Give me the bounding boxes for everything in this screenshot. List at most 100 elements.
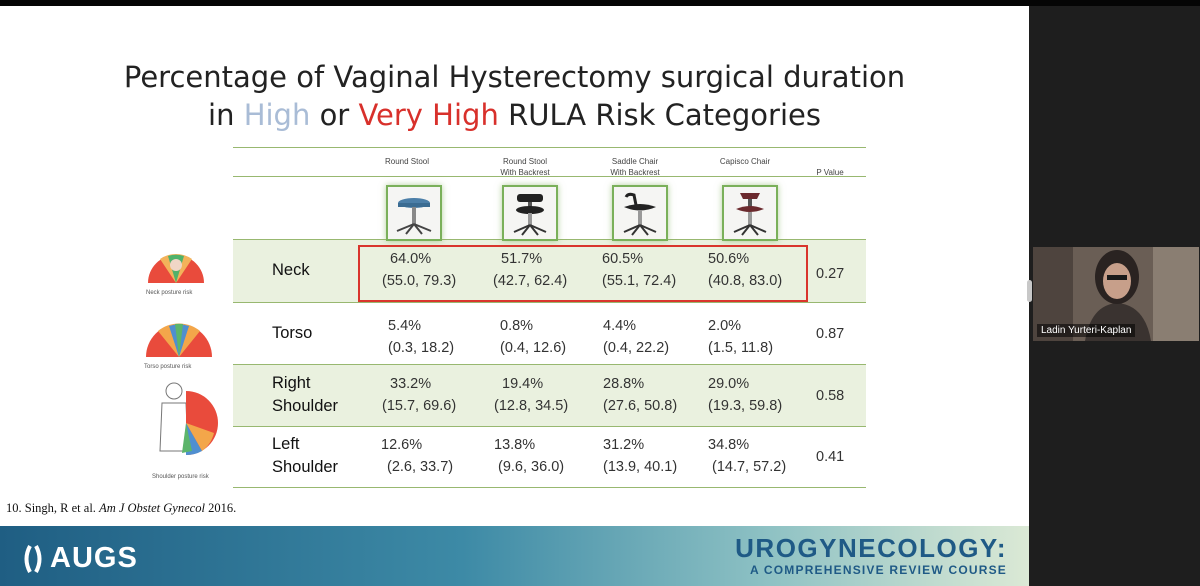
participant-name: Ladin Yurteri-Kaplan <box>1037 324 1136 337</box>
col-header-line2: Round Stool <box>384 157 430 166</box>
cell-pct: 29.0% <box>708 376 750 392</box>
title-very-high: Very High <box>358 98 499 132</box>
participant-video-tile[interactable]: Ladin Yurteri-Kaplan <box>1033 247 1199 341</box>
cell-ci: (40.8, 83.0) <box>708 273 783 289</box>
citation-authors: 10. Singh, R et al. <box>6 501 96 515</box>
cell-pct: 51.7% <box>501 251 543 267</box>
cell-ci: (0.3, 18.2) <box>388 340 455 356</box>
cell-ci: (9.6, 36.0) <box>498 459 565 475</box>
table-top-rule <box>233 147 866 148</box>
cell-pct: 60.5% <box>602 251 644 267</box>
shoulder-posture-diagram: Shoulder posture risk <box>152 381 224 481</box>
saddle-chair-image <box>612 185 668 241</box>
cell-ci: (42.7, 62.4) <box>493 273 568 289</box>
citation-year: 2016. <box>208 501 237 515</box>
cell-ci: (0.4, 22.2) <box>603 340 670 356</box>
row-label-left-shoulder: Left Shoulder <box>272 433 338 479</box>
row-label-line2: Shoulder <box>272 397 339 415</box>
cell-ci: (0.4, 12.6) <box>500 340 567 356</box>
cell-pct: 28.8% <box>603 376 645 392</box>
col-header-line1: Round Stool <box>502 157 548 166</box>
table-cell: 5.4% (0.3, 18.2) <box>388 315 498 359</box>
p-value-left-shoulder: 0.41 <box>816 449 845 465</box>
row-label-line1: Left <box>272 435 300 453</box>
course-title-main: UROGYNECOLOGY: <box>735 533 1007 563</box>
table-cell: 60.5% (55.1, 72.4) <box>602 248 712 292</box>
title-word-in: in <box>208 98 235 132</box>
col-header-round-stool-backrest: Round Stool With Backrest <box>470 156 580 178</box>
col-header-line2: With Backrest <box>610 168 660 177</box>
citation-journal: Am J Obstet Gynecol <box>99 501 205 515</box>
cell-ci: (14.7, 57.2) <box>712 459 787 475</box>
row-label-torso: Torso <box>272 322 312 345</box>
neck-highlight-box <box>358 245 808 302</box>
table-bottom-rule <box>233 487 866 488</box>
cell-pct: 13.8% <box>494 437 536 453</box>
round-stool-backrest-image <box>502 185 558 241</box>
col-header-saddle-chair: Saddle Chair With Backrest <box>580 156 690 178</box>
presentation-slide: Percentage of Vaginal Hysterectomy surgi… <box>0 6 1029 586</box>
neck-row-band <box>233 239 866 302</box>
col-header-p-value: P Value <box>780 156 880 178</box>
row-label-neck: Neck <box>272 259 310 282</box>
citation: 10. Singh, R et al. Am J Obstet Gynecol … <box>6 501 236 516</box>
table-cell: 0.8% (0.4, 12.6) <box>500 315 610 359</box>
augs-logo-text: AUGS <box>50 542 138 574</box>
title-high: High <box>243 98 311 132</box>
cell-ci: (27.6, 50.8) <box>603 398 678 414</box>
torso-posture-diagram: Torso posture risk <box>144 313 214 371</box>
cell-pct: 0.8% <box>500 318 534 334</box>
p-value-right-shoulder: 0.58 <box>816 388 845 404</box>
course-title: UROGYNECOLOGY: A COMPREHENSIVE REVIEW CO… <box>735 534 1007 578</box>
course-title-sub: A COMPREHENSIVE REVIEW COURSE <box>749 563 1007 577</box>
augs-logo-icon <box>24 544 42 573</box>
shoulder-diagram-caption: Shoulder posture risk <box>152 474 209 480</box>
rule-left-shoulder <box>233 426 866 427</box>
col-header-line2: Capisco Chair <box>719 157 771 166</box>
table-cell: 13.8% (9.6, 36.0) <box>494 434 604 478</box>
title-line-2: in High or Very High RULA Risk Categorie… <box>0 96 1029 134</box>
p-value-neck: 0.27 <box>816 266 845 282</box>
table-cell: 12.6% (2.6, 33.7) <box>381 434 491 478</box>
table-cell: 64.0% (55.0, 79.3) <box>382 248 492 292</box>
title-line-1: Percentage of Vaginal Hysterectomy surgi… <box>123 60 906 94</box>
p-value-header: P Value <box>816 168 844 177</box>
cell-ci: (55.0, 79.3) <box>382 273 457 289</box>
cell-pct: 33.2% <box>390 376 432 392</box>
cell-ci: (1.5, 11.8) <box>708 340 774 356</box>
table-cell: 2.0% (1.5, 11.8) <box>708 315 818 359</box>
cell-ci: (55.1, 72.4) <box>602 273 677 289</box>
slide-title: Percentage of Vaginal Hysterectomy surgi… <box>0 58 1029 134</box>
cell-pct: 4.4% <box>603 318 637 334</box>
col-header-line1: Saddle Chair <box>611 157 659 166</box>
cell-pct: 5.4% <box>388 318 422 334</box>
cell-pct: 2.0% <box>708 318 742 334</box>
p-value-torso: 0.87 <box>816 326 845 342</box>
cell-pct: 19.4% <box>502 376 544 392</box>
cell-ci: (13.9, 40.1) <box>603 459 678 475</box>
header-rule <box>233 176 866 177</box>
table-cell: 29.0% (19.3, 59.8) <box>708 373 818 417</box>
cell-ci: (19.3, 59.8) <box>708 398 783 414</box>
cell-ci: (12.8, 34.5) <box>494 398 569 414</box>
col-header-capisco-chair: Capisco Chair <box>690 156 800 167</box>
col-header-line2: With Backrest <box>500 168 550 177</box>
col-header-round-stool: Round Stool <box>352 156 462 167</box>
table-cell: 19.4% (12.8, 34.5) <box>494 373 604 417</box>
row-label-line2: Shoulder <box>272 458 339 476</box>
augs-logo: AUGS <box>22 542 138 575</box>
rule-torso <box>233 302 866 303</box>
panel-resize-handle[interactable] <box>1027 280 1032 302</box>
table-cell: 50.6% (40.8, 83.0) <box>708 248 818 292</box>
neck-posture-diagram: Neck posture risk <box>146 243 206 299</box>
course-banner: AUGS UROGYNECOLOGY: A COMPREHENSIVE REVI… <box>0 526 1029 586</box>
table-cell: 4.4% (0.4, 22.2) <box>603 315 713 359</box>
table-cell: 33.2% (15.7, 69.6) <box>382 373 492 417</box>
cell-ci: (15.7, 69.6) <box>382 398 457 414</box>
cell-pct: 31.2% <box>603 437 645 453</box>
row-label-line1: Torso <box>272 324 313 342</box>
cell-pct: 34.8% <box>708 437 750 453</box>
table-cell: 34.8% (14.7, 57.2) <box>708 434 818 478</box>
table-cell: 28.8% (27.6, 50.8) <box>603 373 713 417</box>
title-end: RULA Risk Categories <box>508 98 821 132</box>
